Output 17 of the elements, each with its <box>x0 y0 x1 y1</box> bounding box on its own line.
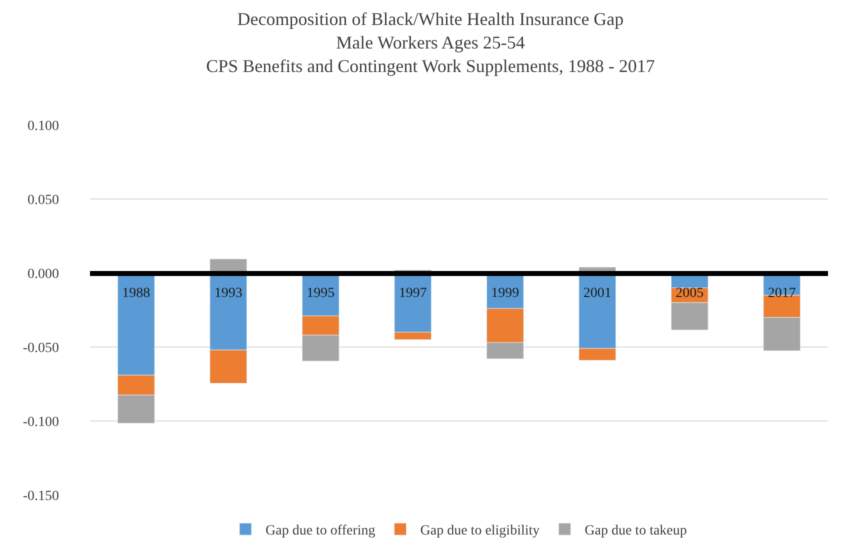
y-tick-label: 0.000 <box>28 266 59 282</box>
x-tick-label: 1995 <box>306 286 335 301</box>
x-tick-label: 2001 <box>583 286 612 301</box>
y-tick-label: 0.100 <box>28 118 59 134</box>
x-tick-label: 1999 <box>491 286 520 301</box>
x-tick-label: 1988 <box>122 286 150 301</box>
y-tick-label: -0.050 <box>22 340 59 356</box>
y-tick-label: -0.150 <box>22 488 59 504</box>
y-tick-label: -0.100 <box>22 414 59 430</box>
x-tick-label: 2005 <box>676 286 704 301</box>
legend-label: Gap due to eligibility <box>420 524 540 539</box>
x-tick-label: 1993 <box>214 286 242 301</box>
chart-title: Decomposition of Black/White Health Insurance Gap Male Workers Ages 25-54 CPS Benefits and Contingent Work Supplements, 1988 - 2017 <box>206 9 655 76</box>
y-tick-label: 0.050 <box>28 192 59 208</box>
legend-label: Gap due to offering <box>266 524 376 539</box>
legend-label: Gap due to takeup <box>584 524 687 539</box>
x-tick-label: 1997 <box>398 286 427 301</box>
